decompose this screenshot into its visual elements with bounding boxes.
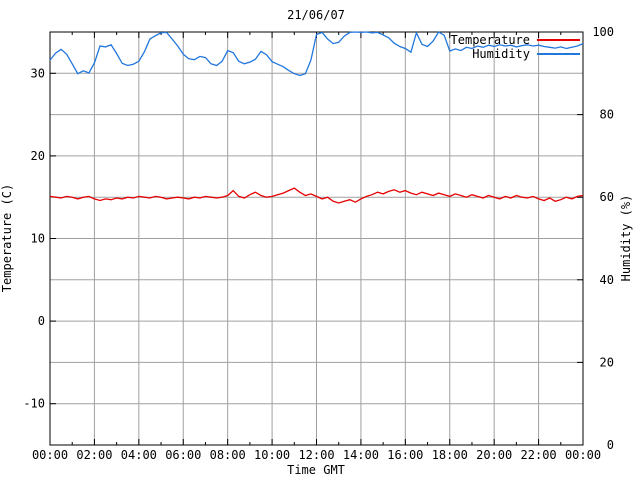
- y-right-tick-label: 40: [600, 273, 614, 287]
- y-axis-right-label: Humidity (%): [619, 195, 633, 282]
- y-left-tick-label: 20: [31, 149, 45, 163]
- x-tick-label: 02:00: [76, 448, 112, 462]
- x-tick-label: 14:00: [343, 448, 379, 462]
- legend: Temperature Humidity: [451, 33, 580, 61]
- temperature-series-line: [49, 187, 584, 204]
- legend-temperature-label: Temperature: [451, 33, 530, 47]
- y-left-tick-labels: 30 20 10 0 -10: [23, 66, 45, 410]
- y-left-tick-label: 30: [31, 66, 45, 80]
- x-tick-label: 08:00: [210, 448, 246, 462]
- gridlines: [50, 32, 583, 445]
- x-axis-label: Time GMT: [287, 463, 345, 477]
- y-left-tick-label: -10: [23, 397, 45, 411]
- x-tick-label: 04:00: [121, 448, 157, 462]
- x-tick-label: 10:00: [254, 448, 290, 462]
- x-tick-label: 20:00: [476, 448, 512, 462]
- humidity-series-line: [49, 30, 584, 77]
- x-tick-label: 22:00: [521, 448, 557, 462]
- plot-border: [49, 31, 584, 446]
- x-tick-label: 06:00: [165, 448, 201, 462]
- chart-title: 21/06/07: [287, 8, 345, 22]
- x-tick-label: 00:00: [32, 448, 68, 462]
- y-right-tick-label: 100: [592, 25, 614, 39]
- y-right-tick-labels: 100 80 60 40 20 0: [592, 25, 614, 452]
- y-right-tick-label: 60: [600, 190, 614, 204]
- y-right-tick-label: 0: [607, 438, 614, 452]
- y-left-tick-label: 0: [38, 314, 45, 328]
- y-left-tick-label: 10: [31, 232, 45, 246]
- axis-ticks: [49, 31, 584, 446]
- x-tick-label: 12:00: [298, 448, 334, 462]
- y-right-tick-label: 80: [600, 108, 614, 122]
- x-tick-label: 16:00: [387, 448, 423, 462]
- legend-humidity-label: Humidity: [472, 47, 530, 61]
- x-tick-label: 00:00: [565, 448, 601, 462]
- y-right-tick-label: 20: [600, 355, 614, 369]
- x-tick-labels: 00:00 02:00 04:00 06:00 08:00 10:00 12:00 14:00…: [32, 448, 601, 462]
- y-axis-left-label: Temperature (C): [0, 184, 14, 292]
- x-tick-label: 18:00: [432, 448, 468, 462]
